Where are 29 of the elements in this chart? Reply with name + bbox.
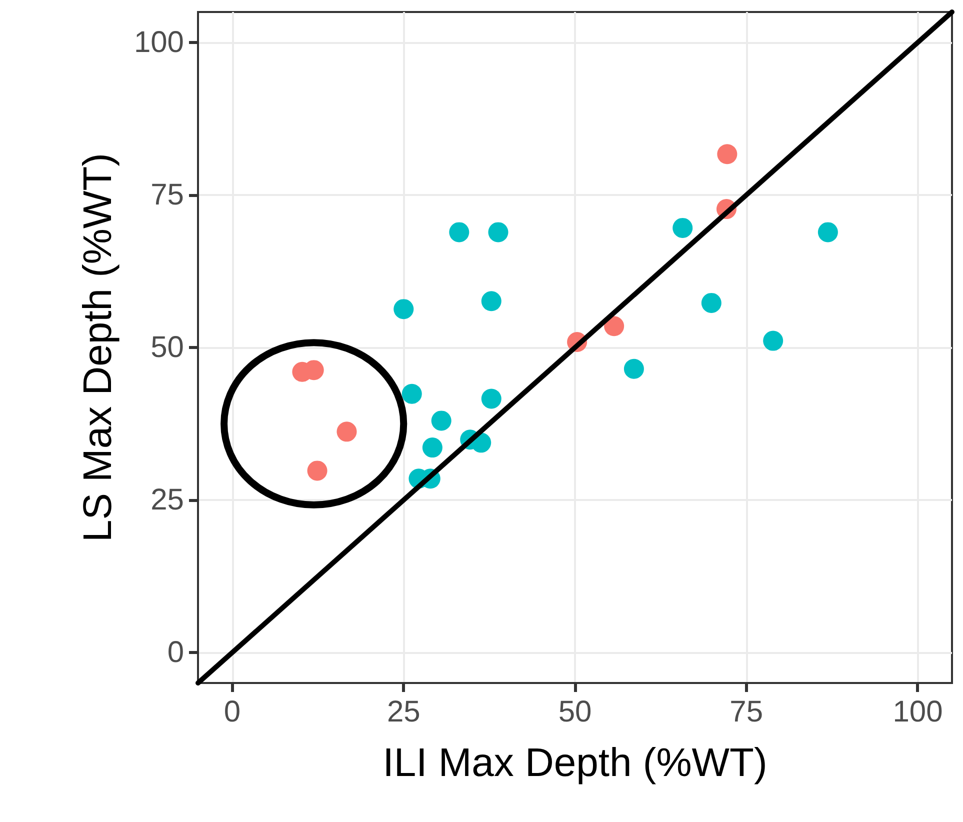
x-tick-label: 100 (892, 696, 943, 728)
point (402, 384, 422, 404)
y-tick-label: 75 (150, 178, 184, 212)
x-tick-label: 50 (558, 696, 592, 728)
point (488, 222, 508, 242)
y-tick-label: 25 (150, 484, 184, 516)
point (431, 410, 452, 431)
point (394, 299, 414, 320)
y-tick-label: 0 (167, 636, 184, 669)
point (763, 330, 784, 351)
point (624, 358, 644, 379)
point (422, 438, 442, 458)
x-tick-label: 75 (730, 696, 764, 728)
y-tick-label: 100 (134, 26, 184, 59)
point (449, 222, 470, 242)
point (481, 388, 502, 409)
y-axis-title: LS Max Depth (%WT) (76, 153, 120, 542)
y-tick-label: 50 (150, 331, 184, 364)
point (604, 316, 624, 336)
x-axis-title: ILI Max Depth (%WT) (382, 741, 768, 785)
x-tick-label: 0 (224, 696, 241, 728)
point (818, 222, 838, 242)
x-tick-label: 25 (386, 696, 420, 728)
point (701, 292, 722, 313)
point (672, 218, 693, 238)
point (336, 422, 357, 442)
point (481, 291, 502, 312)
point (307, 460, 328, 481)
point (717, 144, 738, 164)
